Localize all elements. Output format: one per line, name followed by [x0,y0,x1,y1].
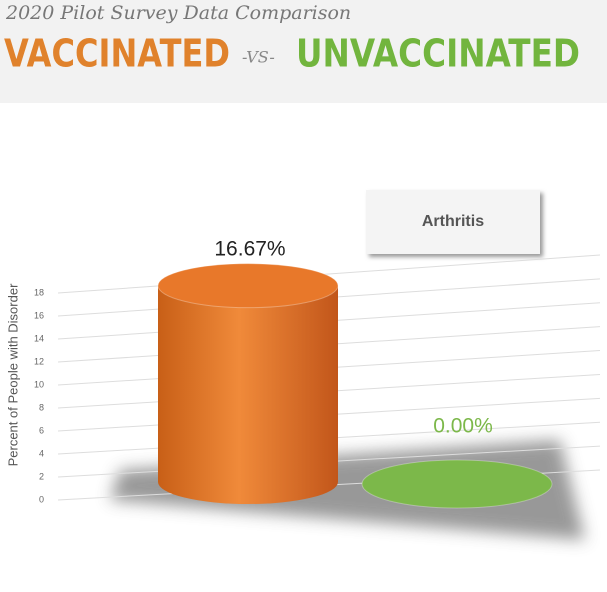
header-right: UNVACCINATED [296,32,580,76]
y-tick-label: 6 [39,425,44,435]
y-tick-label: 16 [34,310,44,320]
y-tick-label: 10 [34,379,44,389]
y-tick-label: 4 [39,448,44,458]
y-tick-label: 0 [39,494,44,504]
chart-title-box [366,190,540,254]
y-tick-label: 14 [34,333,44,343]
y-tick-label: 12 [34,356,44,366]
y-tick-label: 2 [39,471,44,481]
header-subtitle: 2020 Pilot Survey Data Comparison [5,2,351,24]
cylinder-top [361,459,553,509]
header-band [0,0,607,103]
grid-line [57,254,601,294]
y-axis-label: Percent of People with Disorder [5,283,20,466]
value-label: 0.00% [433,415,493,438]
chart-title: Arthritis [422,213,484,230]
value-label: 16.67% [214,238,285,261]
cylinder-bar [361,459,553,509]
cylinder-body [158,285,338,504]
cylinder-bar [157,263,339,504]
y-tick-label: 18 [34,287,44,297]
header-left: VACCINATED [4,32,230,76]
y-tick-label: 8 [39,402,44,412]
header-vs: -VS- [242,48,275,67]
cylinder-top [157,263,339,309]
